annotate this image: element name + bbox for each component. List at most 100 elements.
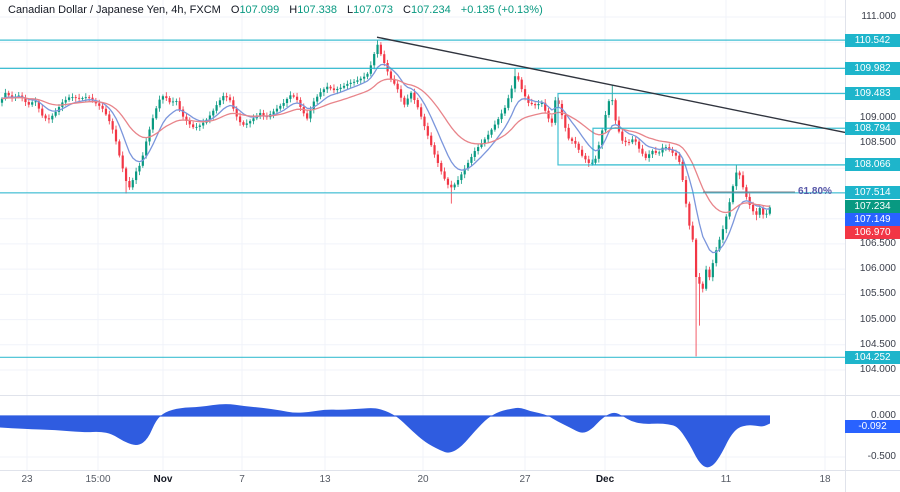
candle-body: [738, 172, 741, 176]
candle-body: [544, 102, 547, 111]
close-value: 107.234: [410, 4, 451, 16]
candle-body: [4, 92, 7, 99]
candle-body: [446, 178, 450, 185]
candle-body: [691, 225, 694, 240]
candle-body: [658, 152, 661, 154]
candle-body: [466, 162, 470, 169]
candle-body: [124, 168, 128, 182]
candle-body: [711, 263, 714, 278]
candle-body: [41, 108, 44, 116]
candle-body: [574, 140, 577, 144]
candle-body: [363, 76, 366, 79]
candle-body: [554, 100, 557, 123]
candle-body: [202, 122, 205, 126]
candle-body: [634, 139, 637, 142]
candle-body: [188, 120, 191, 125]
candle-body: [688, 203, 691, 226]
candle-body: [306, 113, 309, 119]
candle-body: [342, 85, 346, 88]
candle-body: [215, 105, 218, 111]
candle-body: [473, 151, 476, 157]
time-tick: 13: [319, 474, 331, 485]
candle-body: [584, 155, 587, 160]
candle-body: [523, 89, 527, 97]
candle-body: [369, 65, 372, 74]
candle-body: [228, 97, 232, 101]
candle-body: [436, 154, 439, 163]
candle-body: [728, 202, 731, 217]
candle-body: [185, 116, 188, 121]
candle-body: [208, 115, 211, 120]
price-badge-level: 110.542: [845, 33, 900, 47]
candle-body: [674, 152, 678, 156]
candle-body: [64, 99, 67, 103]
candle-body: [10, 95, 14, 98]
candle-body: [440, 162, 443, 172]
price-axis-label: 104.500: [859, 338, 896, 350]
candle-body: [168, 98, 171, 103]
candle-body: [17, 95, 20, 97]
price-badge-level: 107.514: [845, 186, 900, 200]
time-axis-border: [0, 470, 900, 471]
time-tick: Nov: [153, 474, 173, 485]
candle-body: [57, 107, 61, 112]
candle-body: [158, 99, 161, 109]
candle-body: [366, 73, 369, 77]
candle-body: [591, 162, 594, 164]
candle-body: [755, 211, 758, 215]
candle-body: [725, 216, 728, 230]
candle-body: [470, 156, 473, 163]
candle-body: [27, 102, 30, 105]
candle-body: [74, 97, 77, 99]
candle-body: [678, 155, 681, 162]
candle-body: [54, 111, 57, 116]
candle-body: [627, 142, 631, 143]
candle-body: [416, 100, 419, 108]
candle-body: [71, 97, 74, 99]
price-axis-label: 108.500: [859, 137, 896, 149]
candle-body: [67, 97, 71, 100]
candle-body: [386, 62, 389, 72]
candle-body: [420, 107, 423, 117]
candle-body: [151, 118, 154, 130]
open-value: 107.099: [239, 4, 280, 16]
candle-body: [145, 141, 148, 156]
candle-body: [181, 109, 185, 117]
candle-body: [275, 108, 279, 112]
candle-body: [477, 147, 480, 152]
candle-body: [148, 129, 151, 142]
candle-body: [611, 100, 614, 102]
candle-body: [493, 124, 496, 130]
candle-body: [379, 44, 382, 55]
candle-body: [564, 115, 567, 128]
candle-body: [718, 239, 721, 251]
candle-body: [570, 138, 574, 141]
candle-body: [426, 126, 429, 136]
time-tick: 7: [239, 474, 245, 485]
candle-body: [7, 92, 10, 96]
candle-body: [51, 115, 54, 120]
close-label: C: [403, 4, 411, 16]
candle-body: [175, 101, 178, 103]
candle-body: [463, 168, 466, 175]
fib-level-label[interactable]: 61.80%: [798, 186, 832, 197]
candle-body: [329, 86, 332, 89]
candle-body: [272, 111, 275, 115]
candle-body: [507, 98, 510, 108]
candle-body: [121, 155, 124, 169]
candle-body: [339, 87, 342, 89]
candle-body: [537, 103, 540, 106]
candle-body: [0, 98, 4, 103]
pane-separator[interactable]: [0, 395, 900, 396]
candle-body: [705, 269, 708, 289]
candle-body: [698, 277, 701, 284]
low-value: 107.073: [353, 4, 393, 16]
open-label: O: [230, 4, 240, 16]
candle-body: [218, 100, 222, 106]
symbol-title[interactable]: Canadian Dollar / Japanese Yen, 4h, FXCM: [8, 4, 221, 16]
candle-body: [607, 101, 610, 115]
candle-body: [433, 145, 436, 155]
candle-body: [741, 175, 745, 188]
candle-body: [399, 89, 403, 98]
